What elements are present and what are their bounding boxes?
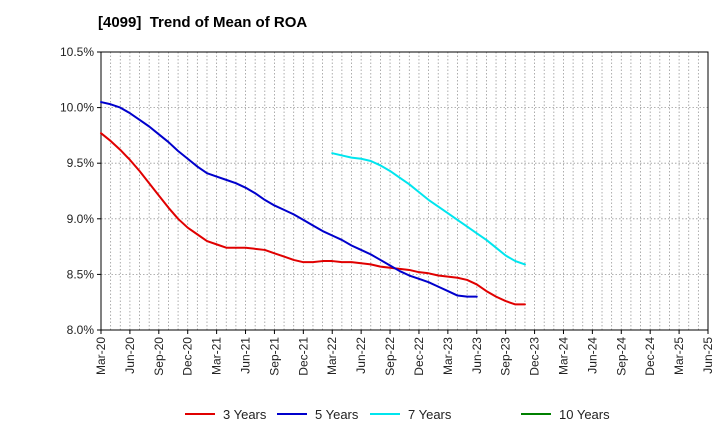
- legend-label: 3 Years: [223, 407, 267, 422]
- x-tick-label: Jun-24: [585, 337, 599, 374]
- y-tick-label: 9.5%: [67, 156, 95, 170]
- series-line-5-years: [100, 101, 478, 298]
- x-tick-label: Mar-20: [94, 337, 108, 375]
- x-tick-label: Jun-23: [470, 337, 484, 374]
- series-line-7-years: [331, 152, 526, 266]
- x-tick-label: Dec-20: [181, 337, 195, 376]
- x-tick-label: Sep-21: [267, 337, 281, 376]
- x-tick-label: Jun-20: [123, 337, 137, 374]
- x-tick-label: Jun-22: [354, 337, 368, 374]
- legend-label: 7 Years: [408, 407, 452, 422]
- x-tick-label: Jun-25: [701, 337, 715, 374]
- plot-frame: [100, 51, 709, 331]
- legend-label: 5 Years: [315, 407, 359, 422]
- x-tick-label: Dec-21: [296, 337, 310, 376]
- y-tick-label: 8.0%: [67, 323, 95, 337]
- series-lines: [100, 101, 526, 306]
- grid-lines: [101, 52, 708, 330]
- x-axis: Mar-20 Jun-20 Sep-20 Dec-20 Mar-21 Jun-21 Sep-…: [94, 330, 715, 376]
- x-tick-label: Mar-23: [441, 337, 455, 375]
- x-tick-label: Sep-22: [383, 337, 397, 376]
- x-tick-label: Sep-24: [614, 337, 628, 376]
- x-tick-label: Dec-23: [528, 337, 542, 376]
- y-tick-label: 10.0%: [60, 101, 94, 115]
- series-line-3-years: [100, 132, 526, 306]
- x-tick-label: Sep-20: [152, 337, 166, 376]
- chart-title: [4099] Trend of Mean of ROA: [98, 14, 308, 31]
- legend-label: 10 Years: [559, 407, 610, 422]
- x-tick-label: Jun-21: [239, 337, 253, 374]
- legend: 3 Years 5 Years 7 Years 10 Years: [185, 407, 610, 422]
- y-axis: 8.0% 8.5% 9.0% 9.5% 10.0% 10.5%: [60, 45, 101, 337]
- x-tick-label: Dec-24: [643, 337, 657, 376]
- x-tick-label: Sep-23: [499, 337, 513, 376]
- x-tick-label: Mar-21: [210, 337, 224, 375]
- x-tick-label: Dec-22: [412, 337, 426, 376]
- x-tick-label: Mar-24: [556, 337, 570, 375]
- y-tick-label: 9.0%: [67, 212, 95, 226]
- y-tick-label: 8.5%: [67, 267, 95, 281]
- x-tick-label: Mar-22: [325, 337, 339, 375]
- x-tick-label: Mar-25: [672, 337, 686, 375]
- y-tick-label: 10.5%: [60, 45, 94, 59]
